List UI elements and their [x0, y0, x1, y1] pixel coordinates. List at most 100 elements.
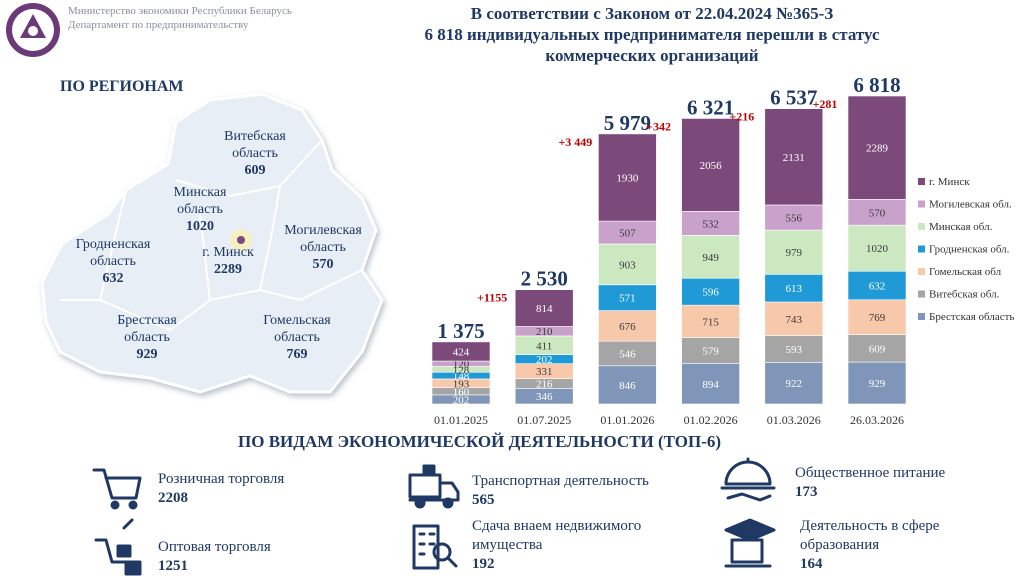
bar-segment — [431, 341, 491, 362]
region-name: г. Минск — [202, 245, 254, 260]
x-tick-label: 26.03.2026 — [850, 413, 904, 427]
bar-segment — [681, 337, 740, 364]
segment-label: 546 — [619, 348, 636, 360]
region-value: 1020 — [186, 219, 214, 234]
legend-label: Витебская обл. — [929, 289, 1000, 301]
legend-label: г. Минск — [929, 176, 970, 188]
segment-label: 596 — [702, 287, 719, 299]
bar-segment — [681, 118, 740, 212]
segment-label: 609 — [869, 343, 886, 355]
icons — [92, 457, 776, 576]
segment-label: 929 — [869, 378, 886, 390]
segment-label: 2056 — [700, 160, 723, 172]
total-label: 5 979 — [604, 111, 651, 135]
logo — [6, 3, 60, 57]
bar-segment — [681, 304, 740, 338]
legend-label: Могилевская обл. — [929, 199, 1012, 211]
increment-label: +3 449 — [558, 135, 592, 149]
bar-segment — [764, 274, 824, 303]
segment-label: 193 — [453, 378, 470, 390]
legend-swatch — [918, 313, 925, 320]
segment-label: 1930 — [616, 172, 639, 184]
segment-label: 202 — [453, 394, 470, 406]
activity-value: 565 — [472, 492, 495, 508]
bar-segment — [598, 133, 657, 222]
increment-label: +216 — [729, 110, 754, 124]
activity: Сдача внаем недвижимого имущества 192 — [472, 517, 682, 574]
org-line: Министерство экономики Республики Белару… — [68, 5, 292, 17]
segment-label: 676 — [619, 321, 636, 333]
segment-label: 894 — [702, 379, 719, 391]
activity-value: 192 — [472, 556, 495, 572]
region-name: Гомельская область — [263, 313, 331, 345]
total-label: 6 321 — [687, 95, 734, 119]
region-value: 570 — [312, 257, 334, 272]
bar-segment — [847, 224, 907, 272]
region-name: Могилевская область — [284, 223, 362, 255]
segment-label: 593 — [786, 344, 803, 356]
bar-segment — [764, 362, 824, 405]
segment-label: 903 — [619, 259, 636, 271]
segment-label: 579 — [702, 346, 719, 358]
section-title: ПО ВИДАМ ЭКОНОМИЧЕСКОЙ ДЕЯТЕЛЬНОСТИ (ТОП… — [238, 432, 722, 451]
activity-value: 173 — [795, 484, 818, 500]
legend-label: Гродненская обл. — [929, 244, 1010, 256]
region-name: Брестская область — [117, 313, 177, 345]
activity: Оптовая торговля 1251 — [158, 538, 358, 576]
bar-segment — [681, 211, 740, 236]
region-label: Гродненская область 632 — [68, 236, 158, 287]
increment-label: +1155 — [477, 291, 507, 305]
segment-label: 202 — [536, 354, 553, 366]
segment-label: 160 — [453, 386, 470, 398]
bar-segment — [764, 229, 824, 275]
x-tick-label: 01.01.2025 — [434, 413, 488, 427]
bar-segment — [681, 277, 740, 306]
segment-label: 210 — [536, 326, 553, 338]
segment-label: 507 — [619, 228, 636, 240]
bar-segment — [847, 361, 907, 405]
activity-name: Розничная торговля — [158, 471, 285, 487]
activity-name: Оптовая торговля — [158, 539, 271, 555]
segment-label: 632 — [869, 281, 886, 293]
segment-label: 556 — [786, 213, 803, 225]
total-label: 6 537 — [770, 86, 817, 110]
activity-name: Транспортная деятельность — [472, 473, 649, 489]
bar-segment — [847, 270, 907, 301]
segment-label: 532 — [702, 218, 719, 230]
segment-label: 2131 — [783, 152, 805, 164]
total-label: 2 530 — [521, 267, 568, 291]
legend-swatch — [918, 200, 925, 208]
region-name: Витебская область — [224, 129, 286, 161]
x-tick-label: 01.03.2026 — [767, 413, 821, 427]
legend-swatch — [918, 178, 925, 185]
segment-label: 346 — [536, 391, 553, 403]
region-value: 929 — [136, 347, 158, 362]
segment-label: 613 — [786, 283, 803, 295]
bar-segment — [764, 301, 824, 336]
bar-segment — [847, 95, 907, 200]
section-title: ПО РЕГИОНАМ — [60, 78, 184, 95]
segment-label: 979 — [786, 247, 803, 259]
x-tick-label: 01.02.2026 — [684, 413, 738, 427]
title-line: 6 818 индивидуальных предпринимателя пер… — [424, 25, 880, 44]
bar-segment — [764, 335, 824, 363]
segment-label: 216 — [536, 378, 553, 390]
segment-label: 743 — [786, 314, 803, 326]
x-tick-label: 01.07.2025 — [517, 413, 571, 427]
activity-name: Деятельность в сфере образования — [800, 518, 940, 553]
segment-label: 570 — [869, 207, 886, 219]
bar-segment — [847, 334, 907, 363]
bar-segment — [764, 204, 824, 231]
region-value: 2289 — [214, 262, 242, 277]
increment-label: +281 — [813, 97, 838, 111]
segment-label: 769 — [869, 312, 886, 324]
bar-segment — [681, 235, 740, 279]
bar-segment — [847, 199, 907, 226]
legend-swatch — [918, 223, 925, 230]
region-value: 769 — [286, 347, 308, 362]
region-value: 632 — [102, 271, 124, 286]
legend-swatch — [918, 290, 925, 298]
map — [40, 92, 384, 394]
activity-value: 1251 — [158, 558, 188, 574]
